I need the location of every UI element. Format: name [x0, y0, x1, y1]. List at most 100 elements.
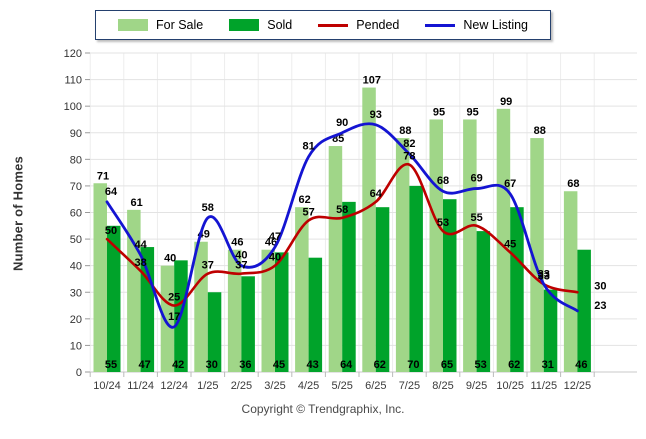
svg-text:50: 50	[105, 225, 117, 237]
legend-label-sold: Sold	[267, 18, 293, 32]
svg-text:68: 68	[567, 178, 579, 190]
svg-text:10/25: 10/25	[496, 380, 524, 392]
svg-text:46: 46	[575, 359, 587, 371]
svg-text:1/25: 1/25	[197, 380, 218, 392]
svg-text:7/25: 7/25	[399, 380, 420, 392]
svg-text:0: 0	[76, 367, 82, 379]
svg-text:82: 82	[403, 138, 415, 150]
svg-text:107: 107	[363, 75, 381, 87]
svg-text:23: 23	[594, 300, 606, 312]
svg-text:42: 42	[172, 359, 184, 371]
svg-text:40: 40	[164, 253, 176, 265]
svg-text:55: 55	[470, 212, 482, 224]
new-listing-line-swatch-icon	[425, 23, 456, 27]
svg-text:95: 95	[433, 106, 445, 118]
svg-text:4/25: 4/25	[298, 380, 319, 392]
svg-text:65: 65	[441, 359, 453, 371]
svg-text:88: 88	[399, 125, 411, 137]
svg-text:62: 62	[508, 359, 520, 371]
svg-text:17: 17	[168, 311, 180, 323]
svg-text:45: 45	[273, 359, 285, 371]
svg-text:8/25: 8/25	[432, 380, 453, 392]
svg-text:40: 40	[269, 252, 281, 264]
for-sale-swatch-icon	[117, 19, 148, 31]
svg-text:44: 44	[134, 239, 147, 251]
y-axis-title: Number of Homes	[10, 156, 26, 271]
svg-text:20: 20	[70, 314, 82, 326]
svg-text:58: 58	[202, 202, 214, 214]
svg-text:61: 61	[130, 197, 142, 209]
svg-text:69: 69	[470, 173, 482, 185]
svg-text:37: 37	[235, 260, 247, 272]
svg-text:64: 64	[105, 186, 118, 198]
pended-line-swatch-icon	[318, 23, 349, 27]
svg-text:11/25: 11/25	[530, 380, 557, 392]
svg-text:58: 58	[336, 204, 348, 216]
copyright-text: Copyright © Trendgraphix, Inc.	[241, 402, 405, 416]
legend-item-pended: Pended	[318, 18, 399, 32]
svg-text:53: 53	[437, 217, 449, 229]
sold-swatch-icon	[229, 19, 260, 31]
legend-label-new-listing: New Listing	[463, 18, 529, 32]
legend-label-pended: Pended	[356, 18, 400, 32]
legend-item-sold: Sold	[229, 18, 292, 32]
svg-text:110: 110	[64, 75, 82, 87]
svg-text:62: 62	[298, 194, 310, 206]
svg-text:43: 43	[306, 359, 318, 371]
svg-text:12/24: 12/24	[160, 380, 188, 392]
svg-text:30: 30	[206, 359, 218, 371]
svg-text:47: 47	[269, 231, 281, 243]
svg-text:30: 30	[70, 287, 82, 299]
svg-text:25: 25	[168, 292, 180, 304]
svg-text:9/25: 9/25	[466, 380, 487, 392]
svg-text:90: 90	[336, 117, 348, 129]
svg-text:120: 120	[64, 48, 82, 60]
svg-text:55: 55	[105, 359, 117, 371]
svg-text:80: 80	[70, 154, 82, 166]
svg-text:38: 38	[134, 257, 146, 269]
svg-text:46: 46	[231, 237, 243, 249]
svg-text:47: 47	[138, 359, 150, 371]
svg-text:93: 93	[370, 109, 382, 121]
svg-text:3/25: 3/25	[264, 380, 285, 392]
svg-text:53: 53	[474, 359, 486, 371]
svg-text:10: 10	[70, 340, 82, 352]
svg-text:64: 64	[370, 188, 383, 200]
svg-text:31: 31	[542, 359, 554, 371]
svg-text:78: 78	[403, 151, 415, 163]
legend: For Sale Sold Pended New Listing	[94, 10, 552, 40]
svg-text:6/25: 6/25	[365, 380, 386, 392]
svg-text:33: 33	[538, 270, 550, 282]
svg-text:68: 68	[437, 175, 449, 187]
svg-text:64: 64	[340, 359, 353, 371]
svg-text:57: 57	[302, 206, 314, 218]
svg-text:45: 45	[504, 238, 516, 250]
legend-label-for-sale: For Sale	[155, 18, 204, 32]
legend-item-for-sale: For Sale	[117, 18, 204, 32]
svg-text:62: 62	[374, 359, 386, 371]
svg-text:88: 88	[534, 125, 546, 137]
svg-text:50: 50	[70, 234, 82, 246]
svg-text:33: 33	[538, 268, 550, 280]
svg-text:70: 70	[407, 359, 419, 371]
svg-text:36: 36	[239, 359, 251, 371]
svg-text:10/24: 10/24	[93, 380, 121, 392]
svg-text:67: 67	[504, 178, 516, 190]
svg-text:99: 99	[500, 96, 512, 108]
svg-text:71: 71	[97, 170, 109, 182]
svg-text:70: 70	[70, 181, 82, 193]
svg-text:2/25: 2/25	[231, 380, 252, 392]
svg-text:37: 37	[202, 260, 214, 272]
svg-text:95: 95	[466, 106, 478, 118]
svg-text:12/25: 12/25	[564, 380, 592, 392]
svg-text:81: 81	[302, 141, 314, 153]
svg-text:46: 46	[265, 237, 277, 249]
svg-text:40: 40	[70, 261, 82, 273]
svg-text:100: 100	[64, 101, 82, 113]
svg-text:11/24: 11/24	[127, 380, 154, 392]
svg-text:90: 90	[70, 128, 82, 140]
svg-text:60: 60	[70, 208, 82, 220]
legend-item-new-listing: New Listing	[425, 18, 528, 32]
